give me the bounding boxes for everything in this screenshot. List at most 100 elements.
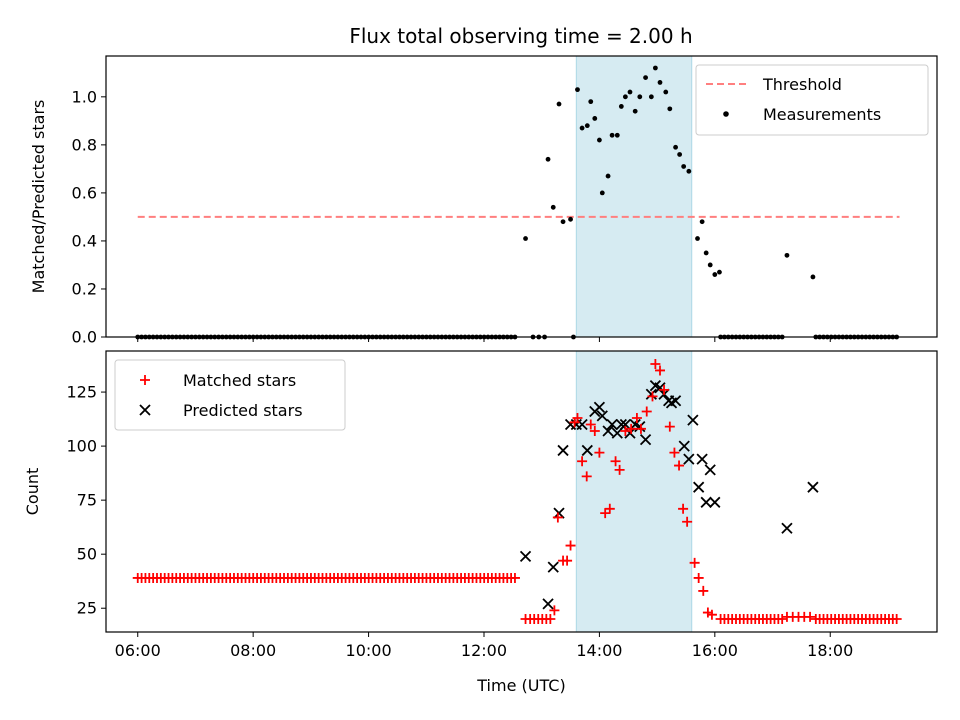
predicted-star-point [557, 444, 569, 457]
matched-star-point [610, 456, 621, 467]
matched-star-point [565, 540, 576, 551]
measurement-point [605, 173, 611, 179]
top-legend: Threshold Measurements [695, 64, 929, 136]
matched-star-point [647, 391, 658, 402]
matched-star-point [805, 611, 816, 622]
measurement-point [560, 219, 566, 225]
predicted-star-point [624, 427, 636, 439]
x-tick-label: 18:00 [807, 641, 853, 660]
measurement-point [627, 89, 633, 95]
measurement-point [681, 164, 687, 169]
measurement-point [550, 204, 556, 210]
matched-star-point [631, 413, 642, 424]
matched-star-point [626, 423, 637, 434]
y-tick-label: 0.8 [72, 135, 97, 154]
predicted-star-point [693, 481, 705, 493]
y-tick-label: 1.0 [72, 87, 97, 106]
x-axis-label: Time (UTC) [476, 676, 565, 695]
matched-star-point [585, 419, 596, 430]
matched-star-point [562, 555, 573, 566]
measurement-point [556, 101, 562, 107]
predicted-star-point [602, 425, 614, 437]
plus-marker [140, 375, 150, 385]
top-panel-frame [105, 55, 938, 338]
matched-star-point [594, 447, 605, 458]
matched-star-point [549, 605, 560, 616]
predicted-star-point [581, 444, 593, 457]
chart-title: Flux total observing time = 2.00 h [349, 24, 692, 48]
predicted-star-point [547, 561, 559, 573]
x-tick-label: 08:00 [230, 641, 276, 660]
legend-matched-swatch [140, 375, 150, 385]
measurement-point [652, 65, 658, 71]
matched-star-point [693, 572, 704, 583]
matched-star-point [641, 406, 652, 417]
predicted-star-point [542, 598, 554, 610]
predicted-star-point [704, 464, 716, 476]
measurement-point [614, 132, 620, 138]
matched-star-point [577, 456, 588, 467]
measurement-point [717, 269, 722, 275]
y-tick-label: 75 [77, 491, 97, 510]
bottom-y-axis-label: Count [23, 468, 42, 516]
measurement-point [707, 262, 713, 268]
matched-star-point [682, 516, 693, 527]
measurement-point [622, 94, 628, 100]
x-tick-label: 16:00 [692, 641, 738, 660]
predicted-star-point [596, 410, 608, 422]
top-legend-box [695, 64, 929, 136]
y-tick-label: 0.6 [72, 183, 97, 202]
measurement-point [618, 104, 624, 109]
matched-star-point [698, 585, 709, 596]
matched-star-point [600, 508, 611, 519]
measurement-point [568, 216, 573, 222]
x-tick-label: 14:00 [576, 641, 622, 660]
measurement-point [677, 152, 683, 157]
measurement-point [673, 144, 678, 150]
predicted-star-point [687, 414, 699, 426]
matched-star-point [650, 358, 661, 369]
legend-measurements-swatch [723, 111, 729, 117]
matched-star-point [581, 471, 592, 482]
matched-star-point [604, 503, 615, 514]
matched-star-point [620, 425, 631, 436]
matched-star-point [509, 572, 520, 583]
predicted-star-point [639, 433, 652, 446]
matched-star-point [545, 614, 556, 625]
x-tick-label: 10:00 [346, 641, 392, 660]
y-tick-label: 0.0 [72, 328, 97, 347]
measurement-point [579, 125, 585, 131]
matched-star-point [635, 423, 646, 434]
measurement-point [597, 137, 602, 143]
predicted-star-point [669, 395, 682, 407]
measurement-point [667, 106, 673, 112]
highlight-span [575, 350, 693, 633]
matched-star-point [589, 425, 600, 436]
matched-star-point [664, 421, 675, 432]
predicted-star-point [619, 418, 632, 431]
predicted-star-point [678, 440, 690, 452]
y-tick-label: 0.4 [72, 231, 97, 250]
legend-threshold-label: Threshold [762, 75, 842, 94]
matched-star-point [614, 464, 625, 475]
predicted-star-point [709, 496, 721, 508]
matched-star-point [678, 503, 689, 514]
y-tick-label: 100 [66, 437, 97, 456]
measurement-point [703, 250, 709, 256]
measurement-point [523, 236, 528, 241]
bottom-legend-box [114, 359, 346, 431]
measurement-point [632, 108, 638, 114]
y-tick-label: 25 [77, 599, 97, 618]
matched-star-point [669, 447, 680, 458]
matched-star-point [572, 413, 583, 424]
measurement-point [699, 219, 705, 225]
measurement-point [588, 99, 594, 105]
measurement-point [599, 190, 605, 196]
bottom-panel: 06:00 08:00 10:00 12:00 14:00 16:00 18:00 25 50 7… [23, 350, 938, 695]
measurement-point [637, 94, 643, 100]
highlight-span [575, 55, 693, 338]
matched-star-point [674, 460, 685, 471]
predicted-star-point [807, 481, 819, 493]
y-tick-label: 0.2 [72, 279, 97, 298]
